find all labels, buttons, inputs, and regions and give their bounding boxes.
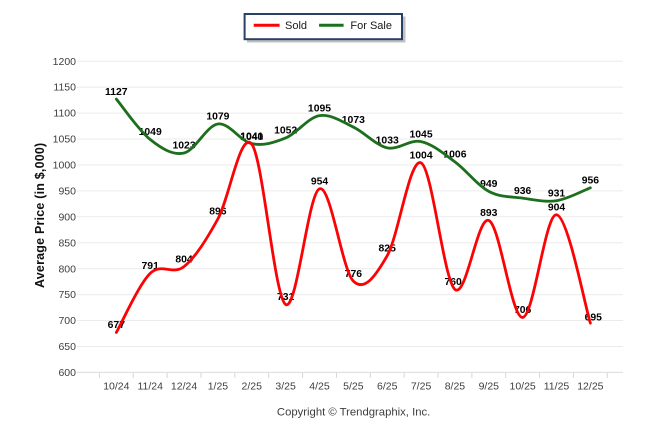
svg-text:1050: 1050 <box>53 134 77 146</box>
svg-text:825: 825 <box>379 243 397 254</box>
svg-text:3/25: 3/25 <box>275 381 296 393</box>
svg-text:12/25: 12/25 <box>577 381 603 393</box>
svg-text:1041: 1041 <box>240 131 263 142</box>
svg-text:8/25: 8/25 <box>445 381 466 393</box>
svg-text:706: 706 <box>514 305 532 316</box>
svg-text:1079: 1079 <box>206 112 229 123</box>
svg-text:677: 677 <box>108 320 126 331</box>
svg-text:1049: 1049 <box>139 127 162 138</box>
svg-text:9/25: 9/25 <box>479 381 500 393</box>
svg-text:1023: 1023 <box>172 141 195 152</box>
svg-text:1006: 1006 <box>443 150 466 161</box>
svg-text:896: 896 <box>209 207 227 218</box>
svg-text:Copyright © Trendgraphix, Inc.: Copyright © Trendgraphix, Inc. <box>277 406 430 418</box>
svg-text:10/24: 10/24 <box>103 381 129 393</box>
svg-text:1095: 1095 <box>308 103 331 114</box>
svg-text:800: 800 <box>58 263 76 275</box>
svg-text:950: 950 <box>58 185 76 197</box>
svg-text:1100: 1100 <box>53 108 76 120</box>
svg-text:2/25: 2/25 <box>242 381 263 393</box>
svg-text:Average Price (in $,000): Average Price (in $,000) <box>33 143 47 288</box>
svg-text:1052: 1052 <box>274 126 297 137</box>
svg-text:1073: 1073 <box>342 115 365 126</box>
svg-text:1127: 1127 <box>105 87 128 98</box>
svg-text:904: 904 <box>548 202 566 213</box>
svg-text:750: 750 <box>58 289 76 301</box>
svg-text:850: 850 <box>58 237 76 249</box>
svg-text:7/25: 7/25 <box>411 381 432 393</box>
svg-text:1033: 1033 <box>376 136 399 147</box>
svg-text:893: 893 <box>480 208 498 219</box>
svg-text:776: 776 <box>345 269 363 280</box>
svg-text:4/25: 4/25 <box>309 381 330 393</box>
svg-text:12/24: 12/24 <box>171 381 197 393</box>
svg-text:11/24: 11/24 <box>137 381 163 393</box>
svg-text:1040: 1040 <box>240 132 263 143</box>
svg-text:1150: 1150 <box>53 82 76 94</box>
svg-text:5/25: 5/25 <box>343 381 364 393</box>
svg-text:1045: 1045 <box>410 129 433 140</box>
svg-text:900: 900 <box>58 211 76 223</box>
svg-text:1000: 1000 <box>53 160 77 172</box>
svg-text:731: 731 <box>277 292 295 303</box>
svg-text:700: 700 <box>58 315 76 327</box>
svg-text:760: 760 <box>444 277 462 288</box>
svg-text:791: 791 <box>142 261 160 272</box>
svg-text:931: 931 <box>548 188 566 199</box>
svg-text:11/25: 11/25 <box>544 381 570 393</box>
svg-text:1/25: 1/25 <box>208 381 229 393</box>
svg-text:956: 956 <box>582 175 600 186</box>
svg-text:Sold: Sold <box>285 20 307 32</box>
svg-text:1200: 1200 <box>53 56 77 68</box>
svg-text:1004: 1004 <box>410 151 433 162</box>
svg-text:954: 954 <box>311 176 329 187</box>
svg-text:For Sale: For Sale <box>350 20 392 32</box>
svg-text:10/25: 10/25 <box>510 381 536 393</box>
svg-text:936: 936 <box>514 186 532 197</box>
svg-text:600: 600 <box>58 367 76 379</box>
svg-text:804: 804 <box>175 254 193 265</box>
svg-text:650: 650 <box>58 341 76 353</box>
svg-text:6/25: 6/25 <box>377 381 398 393</box>
svg-text:949: 949 <box>480 179 498 190</box>
svg-text:695: 695 <box>585 313 603 324</box>
